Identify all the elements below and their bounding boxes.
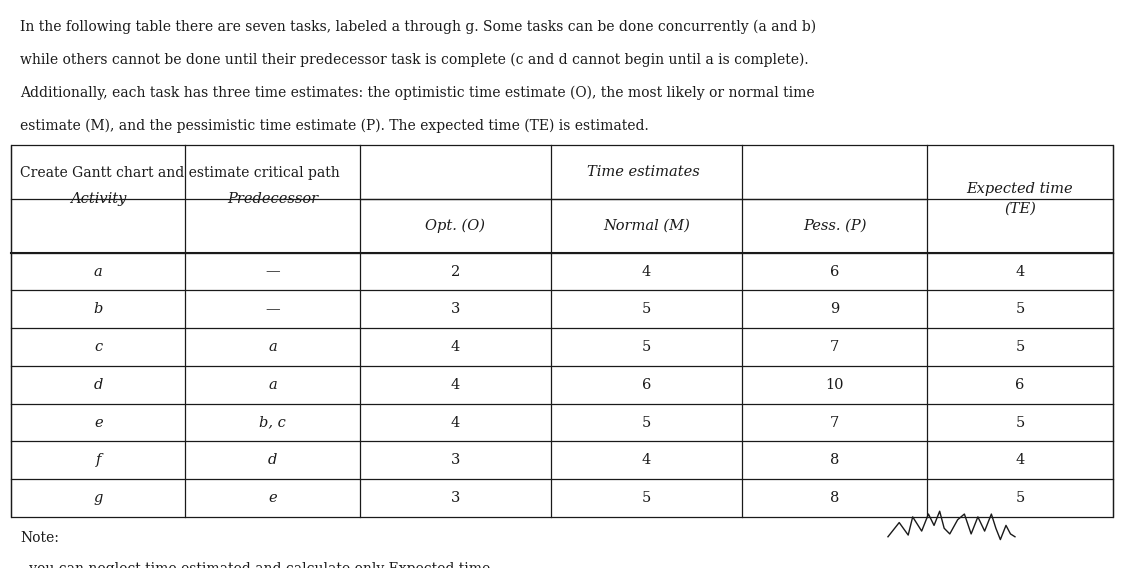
Text: 5: 5 [642,302,651,316]
Text: 5: 5 [1015,491,1025,505]
Text: 6: 6 [642,378,651,392]
Text: 5: 5 [1015,340,1025,354]
Text: 4: 4 [642,265,651,278]
Text: - you can neglect time estimated and calculate only Expected time: - you can neglect time estimated and cal… [20,562,490,568]
Text: 8: 8 [830,453,840,467]
Text: 4: 4 [451,416,460,429]
Text: Normal (M): Normal (M) [602,219,690,233]
Text: 4: 4 [451,378,460,392]
Text: 5: 5 [642,416,651,429]
Text: Activity: Activity [70,192,127,206]
Text: 3: 3 [451,453,460,467]
Text: 10: 10 [825,378,844,392]
Text: Additionally, each task has three time estimates: the optimistic time estimate (: Additionally, each task has three time e… [20,86,815,100]
Text: 5: 5 [642,491,651,505]
Text: while others cannot be done until their predecessor task is complete (c and d ca: while others cannot be done until their … [20,53,809,67]
Text: 5: 5 [1015,302,1025,316]
Text: f: f [96,453,101,467]
Text: 6: 6 [1015,378,1025,392]
Text: Time estimates: Time estimates [587,165,700,179]
Text: 3: 3 [451,302,460,316]
Text: Expected time
(TE): Expected time (TE) [967,182,1073,215]
Text: a: a [269,378,277,392]
Text: b, c: b, c [260,416,285,429]
Text: d: d [93,378,103,392]
Text: 4: 4 [1015,265,1025,278]
Text: 2: 2 [451,265,460,278]
Text: e: e [269,491,277,505]
Text: g: g [93,491,103,505]
Text: 4: 4 [1015,453,1025,467]
Bar [11,145,1113,517]
Text: 5: 5 [642,340,651,354]
Text: 8: 8 [830,491,840,505]
Text: In the following table there are seven tasks, labeled a through g. Some tasks ca: In the following table there are seven t… [20,20,816,34]
Text: Opt. (O): Opt. (O) [425,219,486,233]
Text: d: d [268,453,278,467]
Text: 7: 7 [830,416,840,429]
Text: c: c [94,340,102,354]
Text: Predecessor: Predecessor [227,192,318,206]
Text: 4: 4 [451,340,460,354]
Text: a: a [269,340,277,354]
Text: 5: 5 [1015,416,1025,429]
Text: e: e [94,416,102,429]
Text: Create Gantt chart and estimate critical path: Create Gantt chart and estimate critical… [20,166,339,180]
Text: a: a [94,265,102,278]
Text: b: b [93,302,103,316]
Text: 7: 7 [830,340,840,354]
Text: Pess. (P): Pess. (P) [803,219,867,233]
Text: —: — [265,302,280,316]
Text: 3: 3 [451,491,460,505]
Text: 9: 9 [830,302,840,316]
Text: Note:: Note: [20,531,60,545]
Text: estimate (M), and the pessimistic time estimate (P). The expected time (TE) is e: estimate (M), and the pessimistic time e… [20,119,649,133]
Text: 4: 4 [642,453,651,467]
Text: 6: 6 [830,265,840,278]
Text: —: — [265,265,280,278]
